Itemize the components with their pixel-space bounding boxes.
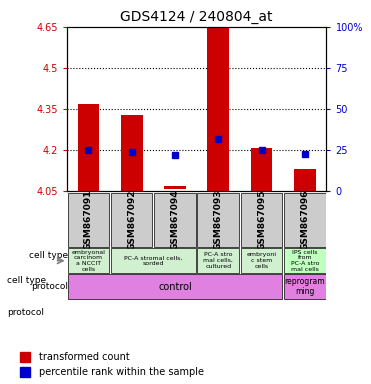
FancyBboxPatch shape <box>197 192 239 247</box>
Bar <box>78 104 99 191</box>
Text: IPS cells
from
PC-A stro
mal cells: IPS cells from PC-A stro mal cells <box>290 250 319 272</box>
Text: cell type: cell type <box>7 276 46 285</box>
Text: embryoni
c stem
cells: embryoni c stem cells <box>247 252 276 269</box>
Text: reprogram
ming: reprogram ming <box>285 277 325 296</box>
Text: protocol: protocol <box>31 282 68 291</box>
FancyBboxPatch shape <box>241 192 282 247</box>
Bar <box>251 147 272 191</box>
FancyBboxPatch shape <box>68 248 109 273</box>
FancyBboxPatch shape <box>241 248 282 273</box>
Text: control: control <box>158 281 192 291</box>
Text: transformed count: transformed count <box>39 352 129 362</box>
Text: PC-A stromal cells,
sorded: PC-A stromal cells, sorded <box>124 255 183 266</box>
Text: GSM867096: GSM867096 <box>301 189 309 250</box>
Text: percentile rank within the sample: percentile rank within the sample <box>39 367 204 377</box>
Text: PC-A stro
mal cells,
cultured: PC-A stro mal cells, cultured <box>203 252 233 269</box>
Text: GSM867092: GSM867092 <box>127 189 136 250</box>
FancyBboxPatch shape <box>68 192 109 247</box>
Title: GDS4124 / 240804_at: GDS4124 / 240804_at <box>120 10 273 25</box>
Text: embryonal
carcinom
a NCCIT
cells: embryonal carcinom a NCCIT cells <box>72 250 105 272</box>
FancyBboxPatch shape <box>111 192 152 247</box>
FancyBboxPatch shape <box>284 248 326 273</box>
Bar <box>294 169 316 191</box>
Bar <box>207 28 229 191</box>
Text: cell type: cell type <box>29 251 68 260</box>
Bar <box>164 186 186 189</box>
Text: GSM867094: GSM867094 <box>171 189 180 250</box>
FancyBboxPatch shape <box>68 274 282 299</box>
FancyBboxPatch shape <box>284 192 326 247</box>
FancyBboxPatch shape <box>111 248 196 273</box>
Text: GSM867091: GSM867091 <box>84 189 93 250</box>
Text: GSM867095: GSM867095 <box>257 189 266 250</box>
Bar <box>121 115 142 191</box>
Text: protocol: protocol <box>7 308 45 318</box>
FancyBboxPatch shape <box>284 274 326 299</box>
FancyBboxPatch shape <box>197 248 239 273</box>
Text: GSM867093: GSM867093 <box>214 189 223 250</box>
FancyBboxPatch shape <box>154 192 196 247</box>
